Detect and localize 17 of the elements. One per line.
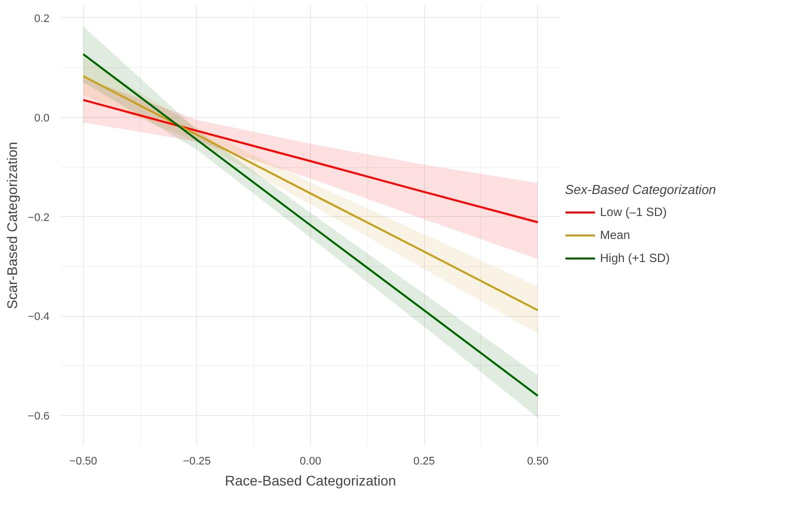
legend-title: Sex-Based Categorization <box>565 182 716 197</box>
y-tick-label: −0.2 <box>28 212 50 224</box>
x-tick-label: 0.50 <box>527 456 548 468</box>
x-tick-label: −0.50 <box>69 456 98 468</box>
y-tick-label: −0.6 <box>28 410 50 423</box>
legend-label: Low (–1 SD) <box>600 205 667 219</box>
y-tick-label: −0.4 <box>28 311 50 324</box>
legend-label: High (+1 SD) <box>600 251 670 265</box>
x-tick-label: 0.25 <box>413 456 435 468</box>
x-tick-label: 0.00 <box>300 456 322 468</box>
x-tick-label: −0.25 <box>182 456 211 468</box>
legend-label: Mean <box>600 228 630 242</box>
y-tick-label: 0.0 <box>34 112 50 124</box>
y-tick-label: 0.2 <box>34 12 50 25</box>
x-axis-title: Race-Based Categorization <box>224 472 396 488</box>
y-axis-title: Scar-Based Categorization <box>4 142 20 310</box>
line-series <box>82 98 539 224</box>
